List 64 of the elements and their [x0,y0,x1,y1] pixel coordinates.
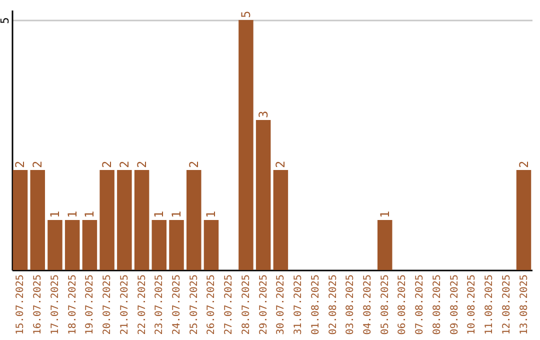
x-tick-label: 29.07.2025 [258,274,270,335]
data-label: 2 [30,160,45,168]
x-tick-label: 27.07.2025 [224,274,235,335]
bar [186,170,202,270]
x-tick-label: 01.08.2025 [310,274,322,335]
x-tick-label: 03.08.2025 [345,274,356,335]
x-tick-label: 11.08.2025 [484,274,496,335]
x-tick-label: 15.07.2025 [15,274,26,335]
data-label: 3 [256,110,270,118]
x-tick-label: 06.08.2025 [397,274,408,335]
bar [516,170,532,270]
x-tick-label: 12.08.2025 [501,274,512,335]
data-label: 1 [152,210,166,218]
data-label: 2 [117,160,132,168]
bar [134,170,150,270]
data-label: 2 [13,160,28,168]
bar [377,220,392,270]
x-tick-label: 16.07.2025 [32,274,44,335]
x-tick-label: 18.07.2025 [67,274,78,335]
x-tick-label: 07.08.2025 [414,274,426,335]
bar [256,120,271,270]
data-label: 2 [186,160,201,168]
data-label: 2 [274,160,288,168]
x-tick-label: 26.07.2025 [206,274,218,335]
x-tick-label: 05.08.2025 [380,274,391,335]
bar [273,170,288,270]
data-label: 1 [82,210,97,218]
data-label: 1 [378,210,392,218]
bar [12,170,28,270]
x-tick-label: 13.08.2025 [518,274,530,335]
x-tick-label: 10.08.2025 [466,274,478,335]
data-label: 2 [100,160,114,168]
bar [204,220,219,270]
x-tick-label: 20.07.2025 [102,274,114,335]
x-tick-label: 24.07.2025 [172,274,183,335]
x-tick-label: 21.07.2025 [119,274,130,335]
bar [64,220,80,270]
x-tick-label: 22.07.2025 [136,274,148,335]
data-label: 1 [170,210,184,218]
x-tick-label: 25.07.2025 [188,274,200,335]
data-label: 1 [65,210,80,218]
x-tick-label: 09.08.2025 [449,274,460,335]
bar [30,170,45,270]
x-tick-label: 31.07.2025 [293,274,304,335]
x-tick-label: 08.08.2025 [432,274,443,335]
x-tick-label: 19.07.2025 [84,274,96,335]
x-tick-label: 23.07.2025 [154,274,166,335]
x-tick-label: 28.07.2025 [240,274,252,335]
data-label: 1 [204,210,218,218]
bar [82,220,98,270]
data-label: 5 [238,10,253,18]
x-tick-label: 30.07.2025 [276,274,287,335]
data-label: 2 [134,160,149,168]
bar [152,220,167,270]
bar [48,220,62,270]
bar [238,20,254,270]
bar [169,220,184,270]
x-tick-label: 17.07.2025 [50,274,61,335]
x-tick-label: 02.08.2025 [328,274,339,335]
bar [117,170,132,270]
data-label: 2 [516,160,531,168]
bar [100,170,114,270]
data-label: 1 [48,210,62,218]
x-tick-label: 04.08.2025 [362,274,374,335]
